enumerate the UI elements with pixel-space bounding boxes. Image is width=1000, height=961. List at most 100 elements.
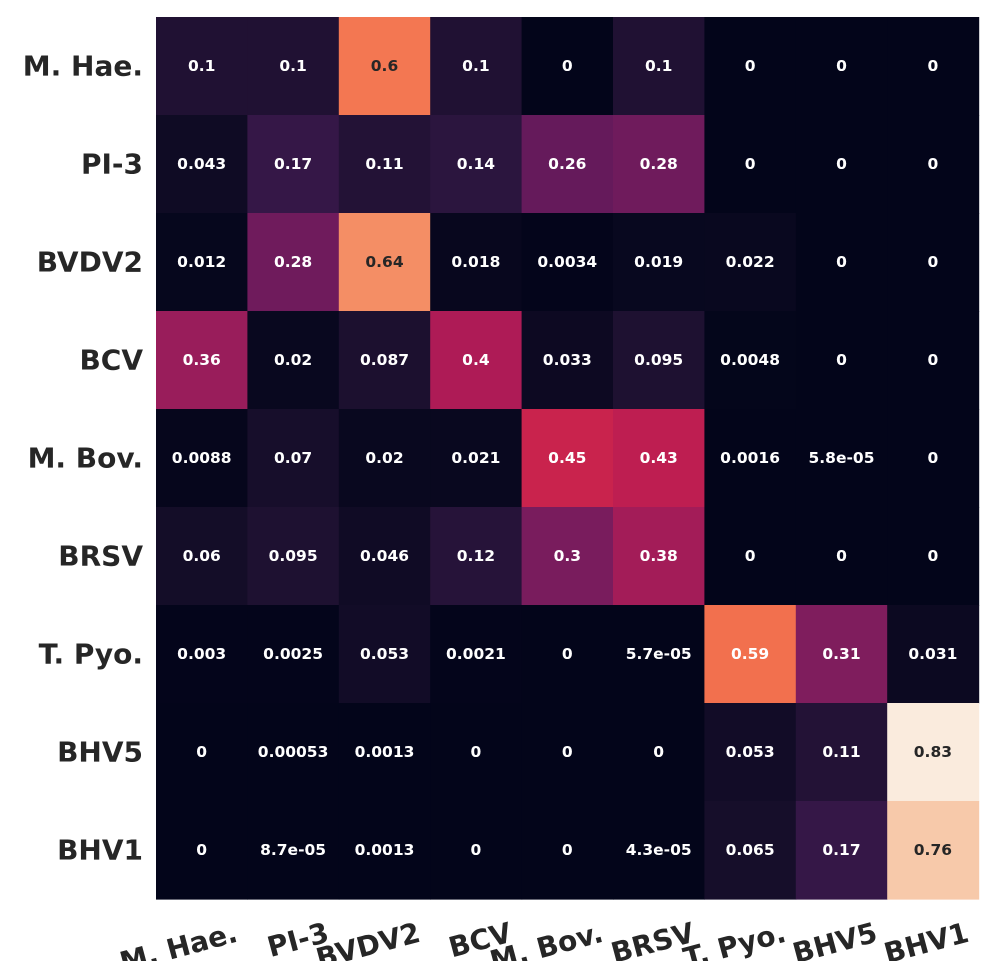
heatmap-cell — [156, 311, 248, 410]
heatmap-cell-value: 0 — [928, 155, 939, 173]
heatmap-cell — [430, 409, 523, 508]
heatmap-cell — [795, 115, 888, 214]
heatmap-cell — [156, 213, 248, 312]
heatmap-cell — [521, 311, 614, 410]
heatmap-cell-value: 0.43 — [640, 449, 678, 467]
heatmap-cell — [795, 17, 888, 116]
heatmap-cell — [338, 703, 431, 802]
heatmap-cell — [247, 703, 340, 802]
heatmap-cell — [704, 507, 797, 606]
heatmap-cell-value: 0.83 — [914, 743, 952, 761]
heatmap-cell — [247, 311, 340, 410]
heatmap-cell — [795, 507, 888, 606]
y-tick-label: BRSV — [58, 540, 143, 573]
heatmap-cell-value: 0.0025 — [263, 645, 323, 663]
x-tick-label: BHV5 — [789, 916, 881, 961]
heatmap-cell — [156, 17, 248, 116]
heatmap-cell-value: 0.02 — [274, 351, 312, 369]
y-tick-label: PI-3 — [81, 148, 143, 181]
heatmap-cell — [156, 801, 248, 900]
heatmap-cell — [887, 115, 980, 214]
heatmap-cell — [887, 17, 980, 116]
y-tick-label: BHV1 — [57, 834, 143, 867]
heatmap-cell-value: 0.021 — [451, 449, 500, 467]
heatmap-cell — [704, 213, 797, 312]
heatmap-cell-value: 0.4 — [462, 351, 490, 369]
heatmap-cell — [338, 801, 431, 900]
heatmap-cell — [521, 409, 614, 508]
x-tick-label: M. Hae. — [116, 916, 241, 961]
heatmap-cell — [613, 17, 705, 116]
heatmap-cell — [613, 703, 705, 802]
heatmap-cell-value: 0.0048 — [720, 351, 780, 369]
heatmap-cell — [887, 703, 980, 802]
heatmap-cell-value: 0.022 — [726, 253, 775, 271]
heatmap-cell — [521, 17, 614, 116]
heatmap-cell — [338, 213, 431, 312]
heatmap-cell-value: 0.0034 — [537, 253, 597, 271]
heatmap-cell-value: 0.64 — [365, 253, 403, 271]
heatmap-cell-value: 0 — [196, 743, 207, 761]
heatmap-cell — [704, 801, 797, 900]
heatmap-cell-value: 0 — [562, 743, 573, 761]
heatmap-cell-value: 5.7e-05 — [626, 645, 692, 663]
heatmap-cell-value: 0.046 — [360, 547, 409, 565]
heatmap-cell — [247, 213, 340, 312]
heatmap-cell-value: 0 — [653, 743, 664, 761]
heatmap-cell — [247, 115, 340, 214]
heatmap-cell-value: 0 — [471, 743, 482, 761]
heatmap-cell-value: 0.02 — [365, 449, 403, 467]
heatmap-cell-value: 0 — [836, 253, 847, 271]
heatmap-cell-labels: 0.1 0.1 0.6 0.1 0 0.1 0 0 0 0.043 0.17 0.11 0.14 0.26… — [172, 57, 958, 859]
heatmap-cell-value: 0 — [471, 841, 482, 859]
heatmap-cell-value: 0.087 — [360, 351, 409, 369]
heatmap-cell-value: 0.1 — [279, 57, 306, 75]
heatmap-cell-value: 0 — [836, 57, 847, 75]
heatmap-cell — [613, 409, 705, 508]
heatmap-cell-value: 0.053 — [360, 645, 409, 663]
heatmap-cell-value: 0.28 — [274, 253, 312, 271]
heatmap-cell — [795, 703, 888, 802]
y-tick-label: M. Hae. — [23, 50, 143, 83]
heatmap-cell-value: 0.38 — [640, 547, 678, 565]
heatmap-cell — [704, 409, 797, 508]
heatmap-cell-value: 0.28 — [640, 155, 678, 173]
heatmap-cell — [613, 311, 705, 410]
heatmap-cell — [430, 801, 523, 900]
heatmap-cell — [430, 115, 523, 214]
heatmap-cell-value: 0.0021 — [446, 645, 506, 663]
heatmap-cell-value: 0.0013 — [355, 841, 415, 859]
heatmap-cell-value: 0.031 — [908, 645, 957, 663]
heatmap-cell — [338, 507, 431, 606]
heatmap-cell — [795, 409, 888, 508]
heatmap-cell-value: 0.45 — [548, 449, 586, 467]
heatmap-cell-value: 0.14 — [457, 155, 495, 173]
heatmap-cell-value: 0 — [562, 57, 573, 75]
heatmap-cell-value: 0.6 — [371, 57, 398, 75]
y-tick-label: BCV — [79, 344, 143, 377]
heatmap-cell-value: 0.31 — [822, 645, 860, 663]
heatmap-cell — [887, 409, 980, 508]
heatmap-cell-value: 0.012 — [177, 253, 226, 271]
heatmap-cell-value: 0 — [196, 841, 207, 859]
heatmap-cell — [613, 213, 705, 312]
y-tick-label: BHV5 — [57, 736, 143, 769]
heatmap-cell — [795, 605, 888, 704]
heatmap-cell-value: 0 — [928, 547, 939, 565]
heatmap-cell-value: 0 — [928, 253, 939, 271]
heatmap-cell — [887, 801, 980, 900]
heatmap-cell-value: 0.003 — [177, 645, 226, 663]
heatmap-cell-value: 0.018 — [451, 253, 500, 271]
heatmap-cell-value: 0.043 — [177, 155, 226, 173]
heatmap-cell-value: 0.36 — [183, 351, 221, 369]
heatmap-cell-value: 0.26 — [548, 155, 586, 173]
heatmap-cell — [247, 507, 340, 606]
heatmap-cell-value: 0.07 — [274, 449, 312, 467]
heatmap-cell-value: 0.0013 — [355, 743, 415, 761]
heatmap-cell — [156, 605, 248, 704]
heatmap-cell — [156, 409, 248, 508]
heatmap-cell-value: 0.0088 — [172, 449, 232, 467]
y-tick-label: M. Bov. — [28, 442, 143, 475]
